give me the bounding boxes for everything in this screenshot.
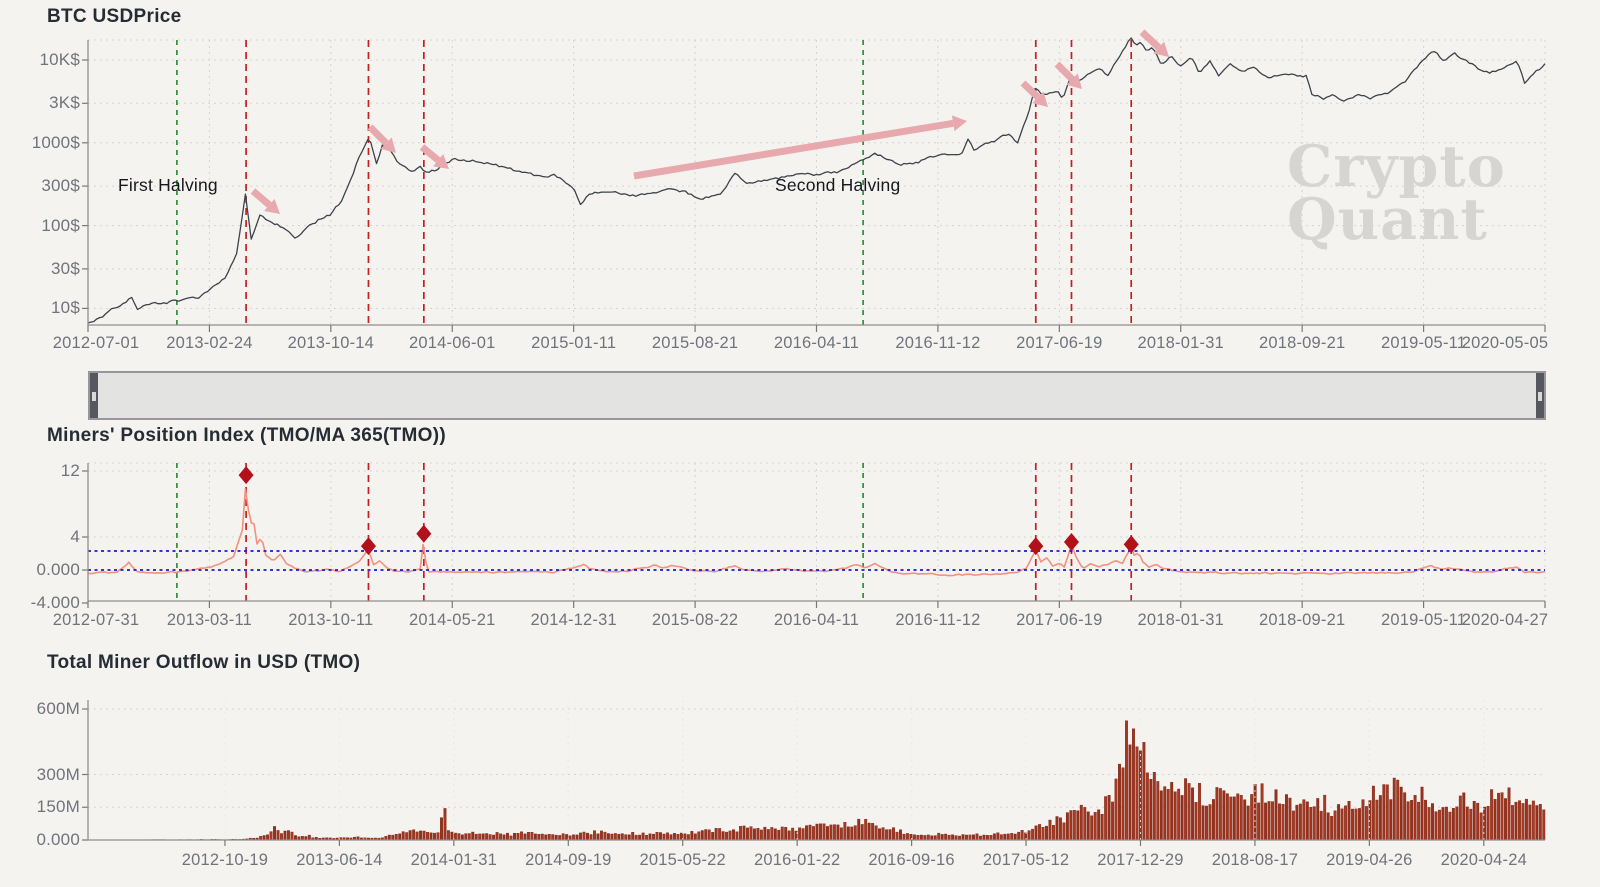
price-y-tick-label: 10$ — [51, 298, 80, 318]
price-x-tick-label: 2012-07-01 — [52, 334, 140, 352]
price-y-tick-label: 100$ — [41, 215, 80, 235]
mpi-y-tick-label: -4.000 — [30, 593, 80, 612]
price-y-tick-label: 1000$ — [31, 132, 80, 152]
mpi-chart-title: Miners' Position Index (TMO/MA 365(TMO)) — [47, 425, 446, 446]
price-x-tick-label: 2018-01-31 — [1137, 334, 1224, 352]
tmo-x-tick-label: 2016-01-22 — [753, 851, 841, 869]
mpi-x-tick-label: 2013-10-11 — [288, 611, 374, 629]
mpi-y-tick-label: 4 — [70, 527, 80, 546]
mpi-x-tick-label: 2014-12-31 — [530, 611, 617, 629]
tmo-x-tick-label: 2017-05-12 — [982, 851, 1070, 869]
tmo-y-tick-label: 150M — [36, 797, 80, 817]
tmo-y-tick-label: 300M — [36, 764, 80, 784]
mpi-x-tick-label: 2018-09-21 — [1258, 611, 1346, 629]
mpi-x-tick-label: 2019-05-11 — [1380, 611, 1467, 629]
mpi-x-tick-label: 2018-01-31 — [1137, 611, 1224, 629]
price-x-tick-label: 2016-11-12 — [895, 334, 981, 352]
mpi-x-tick-label: 2015-08-22 — [651, 611, 739, 629]
tmo-chart-title: Total Miner Outflow in USD (TMO) — [47, 652, 361, 673]
price-x-tick-label: 2013-10-14 — [287, 334, 375, 352]
tmo-x-tick-label: 2013-06-14 — [296, 851, 383, 869]
tmo-x-tick-label: 2012-10-19 — [181, 851, 269, 869]
price-x-tick-label: 2015-08-21 — [651, 334, 739, 352]
price-x-tick-label: 2016-04-11 — [773, 334, 860, 352]
tmo-x-tick-label: 2018-08-17 — [1211, 851, 1299, 869]
mpi-x-tick-label: 2012-07-31 — [52, 611, 140, 629]
price-x-tick-label: 2013-02-24 — [166, 334, 253, 352]
first-halving-label: First Halving — [118, 175, 218, 195]
second-halving-label: Second Halving — [775, 175, 901, 195]
cryptoquant-watermark: Crypto Quant — [1287, 133, 1506, 253]
mpi-x-tick-label: 2016-11-12 — [895, 611, 981, 629]
watermark-line2: Quant — [1287, 186, 1488, 253]
tmo-x-tick-label: 2020-04-24 — [1440, 851, 1527, 869]
mpi-y-tick-label: 0.000 — [36, 560, 80, 579]
tmo-x-tick-label: 2016-09-16 — [868, 851, 955, 869]
mpi-x-tick-label: 2020-04-27 — [1461, 611, 1549, 629]
price-y-tick-label: 10K$ — [39, 50, 80, 69]
scrollbar-left-grip-icon — [92, 391, 96, 401]
price-x-tick-label: 2019-05-11 — [1380, 334, 1467, 352]
scrollbar-right-handle[interactable] — [1536, 373, 1544, 418]
price-x-tick-label: 2018-09-21 — [1258, 334, 1346, 352]
price-chart-title: BTC USDPrice — [47, 6, 182, 27]
price-y-tick-label: 30$ — [51, 258, 80, 278]
tmo-y-tick-label: 600M — [36, 699, 80, 718]
mpi-x-tick-label: 2014-05-21 — [409, 611, 496, 629]
watermark-line1: Crypto — [1287, 133, 1506, 200]
mpi-x-tick-label: 2017-06-19 — [1016, 611, 1103, 629]
tmo-x-tick-label: 2014-09-19 — [525, 851, 612, 869]
mpi-x-tick-label: 2016-04-11 — [773, 611, 860, 629]
tmo-x-tick-label: 2014-01-31 — [410, 851, 498, 869]
tmo-x-tick-label: 2015-05-22 — [639, 851, 726, 869]
scrollbar-left-handle[interactable] — [90, 373, 98, 418]
mpi-x-tick-label: 2013-03-11 — [166, 611, 252, 629]
price-y-tick-label: 300$ — [41, 176, 80, 196]
price-y-tick-label: 3K$ — [49, 93, 80, 113]
mpi-y-tick-label: 12 — [60, 461, 80, 480]
time-range-scrollbar[interactable] — [88, 371, 1546, 420]
tmo-x-tick-label: 2019-04-26 — [1326, 851, 1413, 869]
tmo-y-tick-label: 0.000 — [36, 830, 80, 849]
price-x-tick-label: 2020-05-05 — [1461, 334, 1549, 352]
tmo-x-tick-label: 2017-12-29 — [1097, 851, 1184, 869]
scrollbar-right-grip-icon — [1538, 391, 1542, 401]
price-x-tick-label: 2017-06-19 — [1016, 334, 1103, 352]
price-x-tick-label: 2015-01-11 — [531, 334, 617, 352]
price-x-tick-label: 2014-06-01 — [409, 334, 496, 352]
